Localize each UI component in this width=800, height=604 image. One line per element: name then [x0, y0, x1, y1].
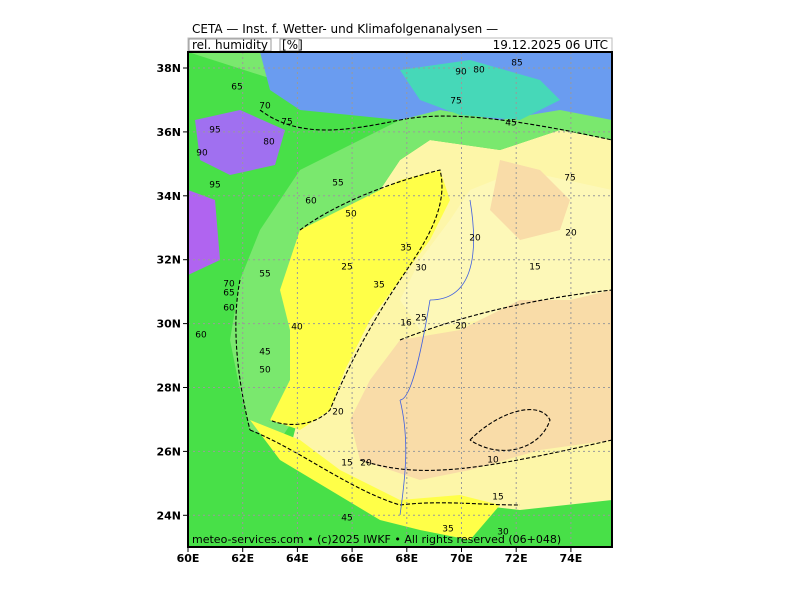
contour-label: 55 [259, 270, 270, 280]
contour [469, 409, 551, 451]
contour-label: 60 [223, 304, 235, 314]
contour-label: 70 [259, 102, 271, 112]
y-tick-label: 26N [156, 445, 181, 458]
x-tick-label: 60E [177, 552, 200, 565]
contour-label: 45 [505, 119, 516, 129]
contour-label: 75 [564, 174, 575, 184]
contour-label: 60 [305, 197, 317, 207]
contour [249, 429, 521, 506]
contour-label: 70 [223, 280, 235, 290]
contour [235, 279, 251, 431]
contour-label: 25 [341, 263, 352, 273]
contour-label: 15 [492, 493, 503, 503]
valid-time: 19.12.2025 06 UTC [493, 38, 608, 52]
contour-label: 45 [259, 348, 270, 358]
region-purple [195, 110, 285, 175]
contour-label: 50 [345, 210, 357, 220]
contour-label: 20 [565, 229, 577, 239]
y-tick-label: 24N [156, 509, 181, 522]
contour-label: 35 [400, 244, 411, 254]
region-teal [400, 60, 560, 120]
contour-label: 35 [373, 281, 384, 291]
contour-label: 20 [469, 234, 481, 244]
contour-label: 30 [415, 264, 427, 274]
contour [259, 109, 612, 141]
contour-label: 15 [341, 459, 352, 469]
grid [188, 52, 612, 547]
x-tick-label: 64E [286, 552, 309, 565]
x-tick-label: 70E [450, 552, 473, 565]
y-tick-label: 38N [156, 62, 181, 75]
region-yellow-south [250, 420, 500, 540]
contour-label: 25 [415, 314, 426, 324]
contour-label: 40 [291, 323, 303, 333]
field-name: rel. humidity [192, 38, 268, 52]
contour-label: 35 [442, 525, 453, 535]
contour-label: 95 [209, 181, 220, 191]
contour-label: 75 [450, 97, 461, 107]
contour [399, 289, 612, 341]
region-peach-north [490, 160, 570, 240]
contour [359, 439, 612, 471]
contour-label: 95 [209, 126, 220, 136]
x-tick-label: 68E [395, 552, 418, 565]
contour-label: 75 [281, 118, 292, 128]
contour-label: 80 [473, 66, 485, 76]
map-frame [187, 51, 613, 548]
y-tick-label: 32N [156, 254, 181, 267]
x-tick-label: 72E [505, 552, 528, 565]
contour [269, 169, 443, 426]
contour-label: 90 [196, 149, 208, 159]
contour-label: 90 [455, 68, 467, 78]
y-tick-label: 28N [156, 382, 181, 395]
contour-label: 10 [487, 456, 499, 466]
y-tick-label: 30N [156, 318, 181, 331]
contour-label: 16 [400, 319, 412, 329]
contour-label: 20 [360, 459, 372, 469]
contour-label: 65 [223, 289, 234, 299]
credit: meteo-services.com • (c)2025 IWKF • All … [192, 533, 561, 546]
river [399, 199, 474, 516]
contour-label: 20 [455, 322, 467, 332]
contour-label: 65 [231, 83, 242, 93]
region-peach [350, 290, 612, 480]
x-tick-label: 66E [341, 552, 364, 565]
unit: [%] [282, 38, 303, 52]
region-yellow [270, 170, 450, 430]
contour-label: 85 [511, 59, 522, 69]
contour-label: 45 [341, 514, 352, 524]
region-purple-west [188, 190, 220, 275]
contour-label: 80 [263, 138, 275, 148]
contour-label: 60 [195, 331, 207, 341]
title: CETA — Inst. f. Wetter- und Klimafolgena… [192, 22, 498, 36]
contour-label: 55 [332, 179, 343, 189]
y-tick-label: 34N [156, 190, 181, 203]
contour-label: 15 [529, 263, 540, 273]
contour-label: 20 [332, 408, 344, 418]
x-tick-label: 74E [559, 552, 582, 565]
x-tick-label: 62E [231, 552, 254, 565]
contour-label: 50 [259, 366, 271, 376]
contour-label: 30 [497, 528, 509, 538]
y-tick-label: 36N [156, 126, 181, 139]
